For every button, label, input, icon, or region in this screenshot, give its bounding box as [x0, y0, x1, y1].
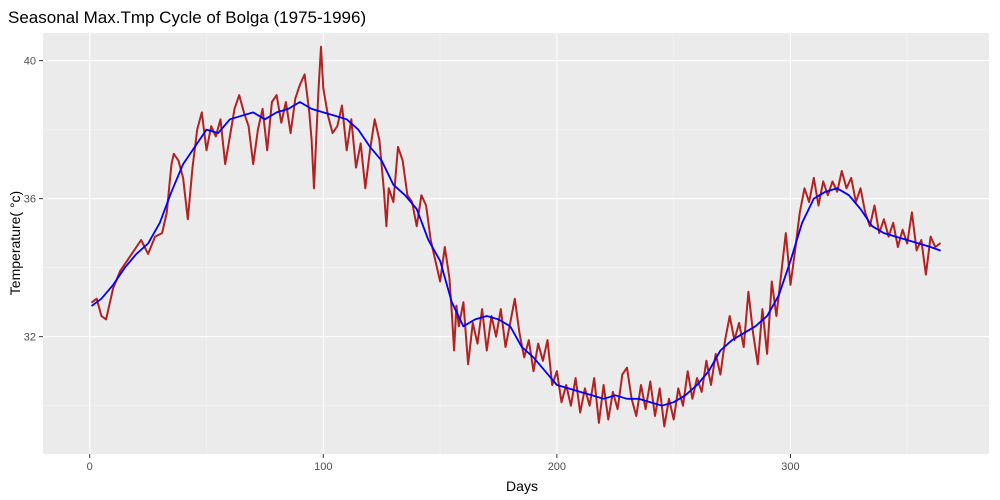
y-axis-title: Temperature( °c): [7, 191, 23, 295]
y-axis: 32 36 40: [24, 56, 43, 344]
x-tick-label-1: 100: [314, 461, 332, 473]
grid-minor: [43, 33, 989, 454]
x-tick-label-3: 300: [781, 461, 799, 473]
y-tick-label-1: 36: [24, 194, 36, 206]
x-tick-label-2: 200: [548, 461, 566, 473]
series-line-smoothed: [91, 101, 941, 407]
chart-title: Seasonal Max.Tmp Cycle of Bolga (1975-19…: [8, 8, 366, 27]
y-tick-label-2: 40: [24, 56, 36, 68]
series-layer: [91, 45, 941, 428]
x-axis: 0 100 200 300: [87, 454, 800, 473]
plot-panel: [43, 33, 989, 454]
y-tick-label-0: 32: [24, 332, 36, 344]
x-axis-title: Days: [506, 478, 538, 494]
x-tick-label-0: 0: [87, 461, 93, 473]
